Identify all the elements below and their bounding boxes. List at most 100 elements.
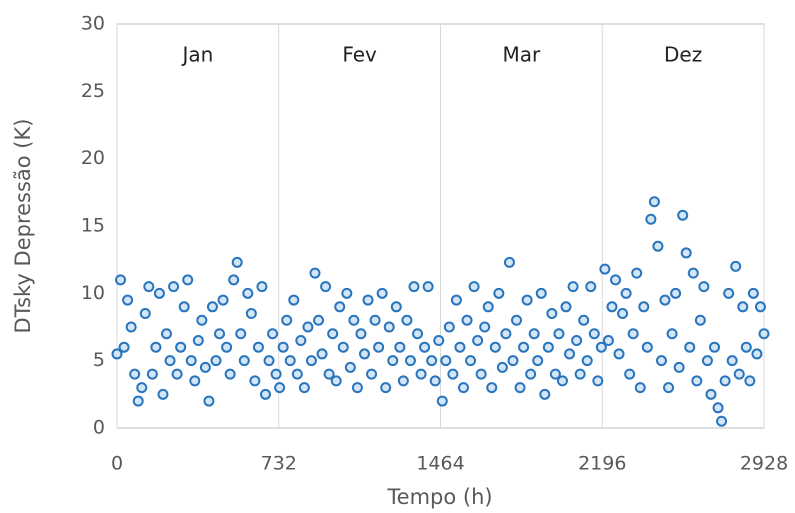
scatter-point bbox=[164, 355, 176, 367]
scatter-point bbox=[740, 341, 752, 353]
scatter-point bbox=[390, 301, 402, 313]
scatter-point bbox=[539, 388, 551, 400]
scatter-point bbox=[298, 382, 310, 394]
scatter-point bbox=[606, 301, 618, 313]
scatter-point bbox=[383, 321, 395, 333]
scatter-point bbox=[553, 328, 565, 340]
scatter-point bbox=[542, 341, 554, 353]
scatter-point bbox=[705, 388, 717, 400]
scatter-point bbox=[648, 196, 660, 208]
scatter-point bbox=[263, 355, 275, 367]
scatter-point bbox=[638, 301, 650, 313]
scatter-point bbox=[330, 375, 342, 387]
month-annotation: Mar bbox=[503, 43, 542, 67]
scatter-point bbox=[479, 321, 491, 333]
scatter-point bbox=[546, 308, 558, 320]
scatter-point bbox=[712, 402, 724, 414]
scatter-point bbox=[496, 361, 508, 373]
y-tick-label: 0 bbox=[93, 417, 105, 439]
scatter-point bbox=[549, 368, 561, 380]
scatter-point bbox=[514, 382, 526, 394]
scatter-point bbox=[171, 368, 183, 380]
scatter-point bbox=[532, 355, 544, 367]
scatter-point bbox=[560, 301, 572, 313]
scatter-point bbox=[663, 382, 675, 394]
scatter-point bbox=[507, 355, 519, 367]
scatter-point bbox=[291, 368, 303, 380]
scatter-point bbox=[511, 314, 523, 326]
scatter-point bbox=[758, 328, 770, 340]
scatter-point bbox=[691, 375, 703, 387]
scatter-point bbox=[196, 314, 208, 326]
y-tick-label: 15 bbox=[81, 215, 105, 237]
scatter-point bbox=[684, 341, 696, 353]
scatter-point bbox=[518, 341, 530, 353]
scatter-point bbox=[500, 328, 512, 340]
scatter-point bbox=[245, 308, 257, 320]
scatter-point bbox=[620, 287, 632, 299]
scatter-point bbox=[302, 321, 314, 333]
scatter-point bbox=[571, 334, 583, 346]
scatter-point bbox=[465, 355, 477, 367]
scatter-point bbox=[210, 355, 222, 367]
scatter-point bbox=[723, 287, 735, 299]
scatter-point bbox=[125, 321, 137, 333]
scatter-point bbox=[521, 294, 533, 306]
scatter-point bbox=[709, 341, 721, 353]
scatter-point bbox=[443, 321, 455, 333]
scatter-point bbox=[401, 314, 413, 326]
scatter-point bbox=[316, 348, 328, 360]
scatter-point bbox=[192, 334, 204, 346]
y-tick-label: 30 bbox=[81, 13, 105, 35]
scatter-point bbox=[320, 281, 332, 293]
scatter-point bbox=[313, 314, 325, 326]
scatter-point bbox=[659, 294, 671, 306]
x-tick-label: 732 bbox=[261, 453, 297, 475]
scatter-point bbox=[447, 368, 459, 380]
y-tick-label: 10 bbox=[81, 282, 105, 304]
scatter-point bbox=[136, 382, 148, 394]
scatter-point bbox=[221, 341, 233, 353]
scatter-point bbox=[415, 368, 427, 380]
scatter-point bbox=[716, 415, 728, 427]
scatter-point bbox=[737, 301, 749, 313]
scatter-point bbox=[701, 355, 713, 367]
scatter-point bbox=[252, 341, 264, 353]
scatter-point bbox=[528, 328, 540, 340]
scatter-point bbox=[373, 341, 385, 353]
scatter-point bbox=[744, 375, 756, 387]
scatter-point bbox=[454, 341, 466, 353]
scatter-point bbox=[754, 301, 766, 313]
scatter-point bbox=[259, 388, 271, 400]
scatter-point bbox=[118, 341, 130, 353]
scatter-point bbox=[189, 375, 201, 387]
scatter-point bbox=[419, 341, 431, 353]
scatter-point bbox=[486, 382, 498, 394]
scatter-point bbox=[698, 281, 710, 293]
y-tick-label: 20 bbox=[81, 147, 105, 169]
scatter-point bbox=[535, 287, 547, 299]
scatter-point bbox=[231, 256, 243, 268]
scatter-point bbox=[652, 240, 664, 252]
month-annotation: Fev bbox=[342, 43, 377, 67]
scatter-point bbox=[567, 281, 579, 293]
scatter-point bbox=[369, 314, 381, 326]
scatter-point bbox=[284, 355, 296, 367]
scatter-point bbox=[153, 287, 165, 299]
scatter-point bbox=[267, 328, 279, 340]
scatter-point bbox=[168, 281, 180, 293]
scatter-point bbox=[344, 361, 356, 373]
scatter-point bbox=[309, 267, 321, 279]
scatter-point bbox=[468, 281, 480, 293]
scatter-point bbox=[489, 341, 501, 353]
scatter-point bbox=[677, 209, 689, 221]
y-tick-label: 5 bbox=[93, 349, 105, 371]
scatter-point bbox=[687, 267, 699, 279]
scatter-point bbox=[288, 294, 300, 306]
y-tick-label: 25 bbox=[81, 80, 105, 102]
scatter-point bbox=[631, 267, 643, 279]
scatter-point bbox=[146, 368, 158, 380]
scatter-point bbox=[206, 301, 218, 313]
scatter-point bbox=[355, 328, 367, 340]
scatter-point bbox=[592, 375, 604, 387]
